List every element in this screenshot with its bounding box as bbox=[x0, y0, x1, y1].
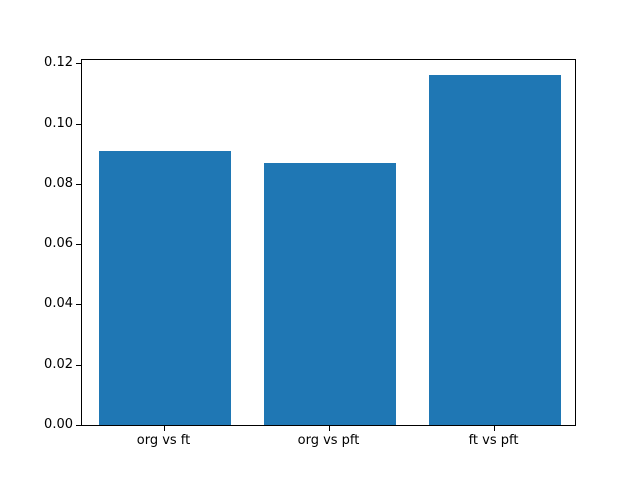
y-tick-mark bbox=[76, 183, 81, 185]
x-tick-label: org vs ft bbox=[136, 433, 191, 448]
x-tick-mark bbox=[328, 426, 330, 431]
y-tick-mark bbox=[76, 244, 81, 246]
y-tick-label: 0.08 bbox=[44, 175, 73, 191]
y-tick-mark bbox=[76, 364, 81, 366]
bar-org-vs-ft bbox=[98, 150, 231, 425]
x-tick-mark bbox=[493, 426, 495, 431]
bar-org-vs-pft bbox=[263, 162, 396, 425]
y-tick-mark bbox=[76, 123, 81, 125]
y-tick-label: 0.06 bbox=[44, 236, 73, 252]
y-tick-label: 0.10 bbox=[44, 115, 73, 131]
y-tick-label: 0.00 bbox=[44, 417, 73, 432]
y-tick-mark bbox=[76, 304, 81, 306]
bar-ft-vs-pft bbox=[428, 75, 561, 425]
y-tick-label: 0.12 bbox=[44, 55, 73, 71]
y-tick-mark bbox=[76, 425, 81, 426]
x-tick-label: org vs pft bbox=[297, 433, 360, 448]
y-tick-label: 0.04 bbox=[44, 296, 73, 312]
y-tick-label: 0.02 bbox=[44, 356, 73, 372]
x-tick-mark bbox=[163, 426, 165, 431]
x-tick-label: ft vs pft bbox=[468, 433, 519, 448]
plot-area bbox=[81, 59, 576, 426]
y-tick-mark bbox=[76, 63, 81, 65]
